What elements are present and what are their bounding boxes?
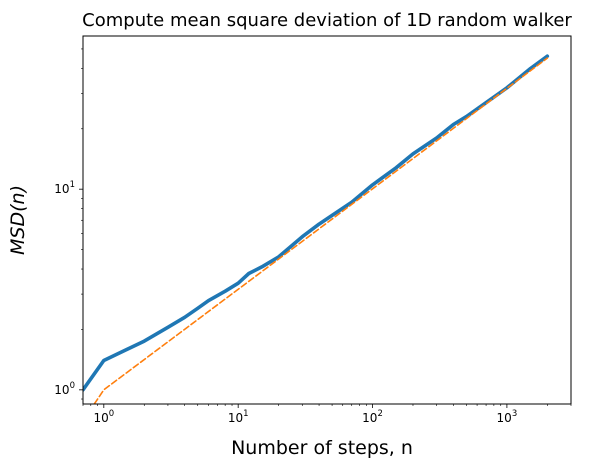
y-axis-label: MSD(n) xyxy=(7,185,29,255)
series-line-2 xyxy=(93,57,549,404)
x-tick-label: 101 xyxy=(228,409,249,425)
x-tick-label: 103 xyxy=(497,409,518,425)
x-axis-label: Number of steps, n xyxy=(231,437,413,459)
y-tick-label: 100 xyxy=(54,381,75,397)
x-axis: 100 101 102 103 xyxy=(82,404,572,425)
chart-title: Compute mean square deviation of 1D rand… xyxy=(82,10,572,31)
y-axis: 100 101 xyxy=(54,48,83,400)
plot-layer xyxy=(83,54,550,404)
y-tick-label: 101 xyxy=(54,180,75,196)
x-tick-label: 102 xyxy=(362,409,383,425)
series-line-1 xyxy=(83,54,550,392)
x-tick-label: 100 xyxy=(93,409,114,425)
